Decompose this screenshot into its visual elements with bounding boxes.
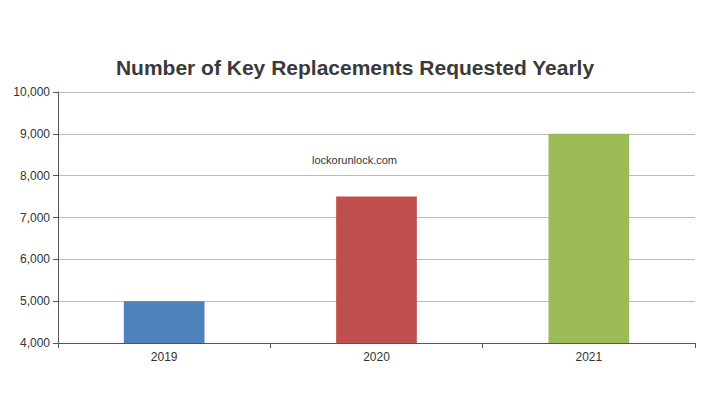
svg-text:Number of Key Replacements Req: Number of Key Replacements Requested Yea… [116, 56, 594, 79]
svg-text:2021: 2021 [575, 350, 602, 364]
svg-text:4,000: 4,000 [20, 336, 50, 350]
svg-text:2020: 2020 [363, 350, 390, 364]
svg-text:7,000: 7,000 [20, 211, 50, 225]
svg-text:2019: 2019 [151, 350, 178, 364]
svg-text:8,000: 8,000 [20, 169, 50, 183]
svg-text:5,000: 5,000 [20, 294, 50, 308]
svg-text:lockorunlock.com: lockorunlock.com [312, 154, 397, 166]
svg-text:6,000: 6,000 [20, 252, 50, 266]
svg-text:9,000: 9,000 [20, 127, 50, 141]
svg-text:10,000: 10,000 [13, 85, 50, 99]
